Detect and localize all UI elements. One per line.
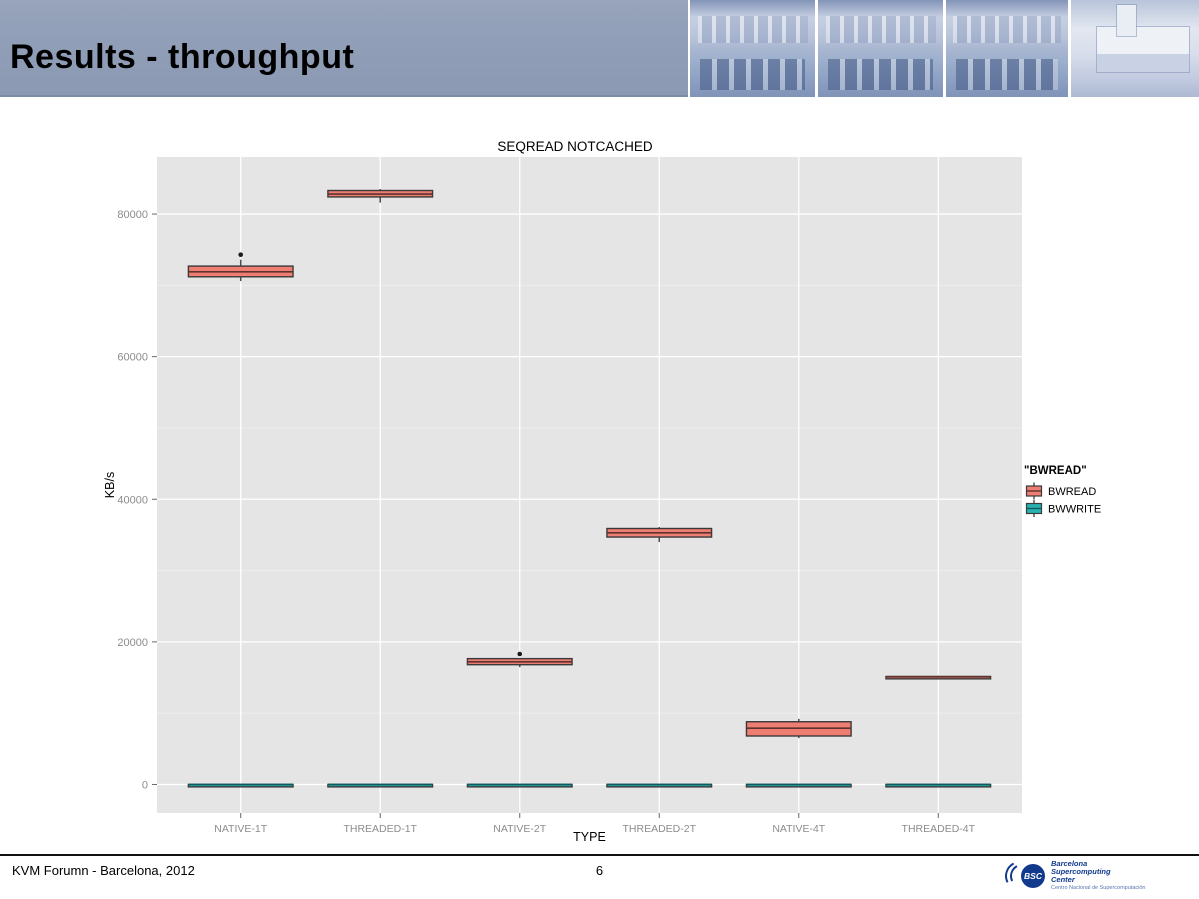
bsc-chapel-interior-photo (690, 0, 815, 97)
y-tick-label: 0 (142, 779, 148, 791)
x-axis-title: TYPE (573, 830, 606, 844)
header-title-band: Results - throughput (0, 0, 690, 97)
header-photos (688, 0, 1199, 97)
legend-key-bwwrite (1025, 502, 1043, 515)
y-tick-label: 40000 (117, 494, 148, 506)
boxplot-threaded-1t-bwread (327, 189, 434, 198)
boxplot-native-1t-bwread (187, 265, 294, 278)
boxplot-threaded-4t-bwwrite (885, 783, 992, 788)
legend-label-bwread: BWREAD (1048, 486, 1096, 498)
legend-label-bwwrite: BWWRITE (1048, 504, 1101, 516)
x-tick-label: THREADED-4T (902, 823, 976, 835)
y-tick-label: 80000 (117, 209, 148, 221)
bsc-logo: BSC Barcelona Supercomputing Center Cent… (1001, 857, 1165, 895)
bsc-chapel-exterior-photo (1071, 0, 1199, 97)
bsc-circle-icon: BSC (1021, 864, 1045, 888)
boxplot-native-4t-bwread (745, 721, 852, 737)
x-tick-label: THREADED-2T (623, 823, 697, 835)
bsc-chapel-gallery-photo (946, 0, 1068, 97)
bsc-machine-room-photo (818, 0, 943, 97)
boxplot-native-2t-bwread (466, 657, 573, 666)
bsc-logo-text: Barcelona Supercomputing Center Centro N… (1051, 860, 1145, 892)
boxplot-native-2t-bwread-outlier (517, 651, 523, 657)
y-tick-label: 20000 (117, 637, 148, 649)
boxplot-native-1t-bwwrite (187, 783, 294, 788)
y-axis-title: KB/s (103, 472, 117, 498)
y-tick-label: 60000 (117, 352, 148, 364)
footer-text: KVM Forumn - Barcelona, 2012 (12, 863, 195, 878)
boxplot-native-4t-bwwrite (745, 783, 852, 788)
logo-name-line: Barcelona (1051, 859, 1088, 869)
page-number: 6 (595, 863, 604, 878)
legend-key-bwread (1025, 485, 1043, 497)
boxplot-threaded-1t-bwwrite (327, 783, 434, 788)
x-tick-label: NATIVE-4T (772, 823, 825, 835)
boxplot-threaded-2t-bwread (606, 527, 713, 538)
slide-title: Results - throughput (10, 38, 355, 76)
boxplot-threaded-2t-bwwrite (606, 783, 713, 788)
boxplot-native-1t-bwread-outlier (238, 252, 244, 257)
boxplot-threaded-4t-bwread (885, 675, 992, 680)
plot-panel (157, 157, 1022, 813)
header-band: Results - throughput (0, 0, 1199, 97)
logo-name-line: Center (1051, 875, 1075, 885)
bsc-logo-icon: BSC (1001, 857, 1047, 895)
logo-subtitle: Centro Nacional de Supercomputación (1051, 885, 1146, 892)
footer-divider (0, 854, 1199, 856)
x-tick-label: NATIVE-2T (493, 823, 546, 835)
chart-title: SEQREAD NOTCACHED (497, 139, 653, 154)
legend-title: "BWREAD" (1024, 465, 1087, 477)
x-tick-label: THREADED-1T (343, 823, 417, 835)
x-tick-label: NATIVE-1T (214, 823, 267, 835)
logo-name-line: Supercomputing (1051, 867, 1111, 877)
boxplot-native-2t-bwwrite (466, 783, 573, 788)
